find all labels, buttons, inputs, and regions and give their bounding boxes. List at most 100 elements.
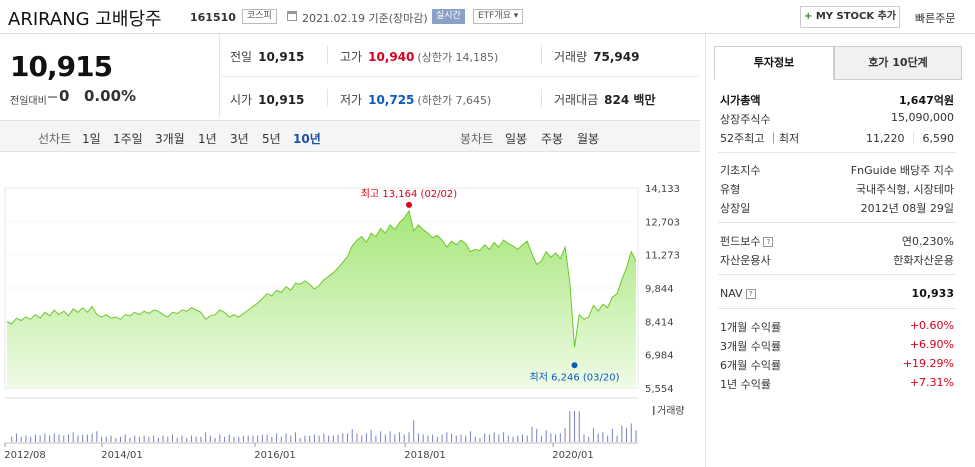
calendar-icon (287, 11, 297, 21)
volume-bar (380, 431, 382, 442)
volume-bar (105, 436, 107, 442)
tab-orderbook-10[interactable]: 호가 10단계 (834, 46, 962, 80)
volume-bar (285, 433, 287, 442)
return-3m-label: 3개월 수익률 (720, 340, 782, 353)
nav-value: 10,933 (911, 287, 954, 300)
volume-bar (361, 435, 363, 442)
price-line (6, 209, 637, 348)
y-tick-label: 6,984 (645, 351, 674, 362)
tab-period-1d[interactable]: 1일 (82, 132, 101, 146)
volume-bar (328, 435, 330, 442)
return-3m-row: 3개월 수익률 +6.90% (720, 338, 954, 354)
volume-bar (190, 435, 192, 442)
volume: 거래량 75,949 (554, 48, 639, 65)
current-price: 10,915 (10, 50, 113, 83)
change-percent: 0.00% (84, 87, 137, 105)
quick-order-button[interactable]: 빠른주문 (915, 12, 956, 25)
low-annotation: 최저 6,246 (03/20) (530, 371, 620, 383)
volume-bar (120, 436, 122, 442)
volume-bar (337, 434, 339, 442)
etf-overview-button[interactable]: ETF개요 ▾ (473, 9, 524, 24)
chart-tab-bar: 선차트 1일 1주일 3개월 1년 3년 5년 10년 봉차트 일봉 주봉 월봉 (0, 120, 700, 152)
volume-bar (313, 434, 315, 442)
volume-bar (101, 436, 103, 442)
y-tick-label: 12,703 (645, 217, 680, 228)
volume-bar (356, 433, 358, 442)
low-label: 저가 (340, 93, 363, 107)
y-tick-label: 5,554 (645, 384, 674, 395)
help-icon[interactable]: ? (763, 237, 774, 247)
volume-bar (607, 435, 609, 442)
volume-bar (266, 434, 268, 442)
volume-bar (257, 435, 259, 442)
tab-period-10y[interactable]: 10년 (293, 132, 321, 146)
add-my-stock-label: MY STOCK 추가 (815, 11, 897, 22)
tab-investment-info[interactable]: 투자정보 (714, 46, 834, 80)
open-value: 10,915 (258, 93, 305, 107)
w52-separator: ｜ (908, 132, 919, 145)
price-chart[interactable]: 14,133 12,703 11,273 9,844 8,414 6,984 5,554 최… (0, 152, 700, 467)
volume-bar (138, 436, 140, 442)
price-stats: 전일 10,915 고가 10,940 (상한가 14,185) 거래량 75,949 … (220, 34, 700, 118)
volume-bar (375, 435, 377, 442)
tab-candle-weekly[interactable]: 주봉 (541, 132, 564, 146)
manager-label: 자산운용사 (720, 254, 771, 267)
tab-period-3m[interactable]: 3개월 (155, 132, 185, 146)
lower-limit: (하한가 7,645) (417, 94, 492, 107)
tab-period-1y[interactable]: 1년 (198, 132, 217, 146)
volume-bar (219, 434, 221, 442)
volume-bar (399, 432, 401, 442)
volume-bar (417, 433, 419, 442)
volume-bar (498, 434, 500, 442)
tab-candle-daily[interactable]: 일봉 (505, 132, 528, 146)
volume-bar (294, 432, 296, 442)
w52-high: 11,220 (866, 132, 905, 145)
volume-bar (72, 432, 74, 442)
manager-row: 자산운용사 한화자산운용 (720, 252, 954, 268)
info-tabs: 투자정보 호가 10단계 (714, 46, 964, 80)
low-marker (571, 362, 578, 369)
tab-candle-monthly[interactable]: 월봉 (577, 132, 600, 146)
help-icon[interactable]: ? (745, 289, 756, 299)
volume-bar (531, 426, 533, 442)
volume-bar (602, 432, 604, 442)
high-marker (405, 201, 412, 208)
open-price: 시가 10,915 (230, 91, 304, 108)
nav-row: NAV? 10,933 (720, 287, 954, 300)
volume-bar (635, 430, 637, 442)
volume-bar (578, 411, 580, 442)
volume-bar (517, 435, 519, 442)
volume-bar (583, 434, 585, 442)
volume-bar (370, 430, 372, 442)
volume-bar (186, 437, 188, 442)
add-my-stock-button[interactable]: + MY STOCK 추가 (800, 6, 900, 28)
volume-bar (484, 433, 486, 442)
tab-period-1w[interactable]: 1주일 (113, 132, 143, 146)
volume-bar (323, 433, 325, 442)
volume-bar (574, 411, 576, 442)
fee-label: 펀드보수 (720, 235, 761, 248)
tab-period-3y[interactable]: 3년 (230, 132, 249, 146)
shares-label: 상장주식수 (720, 113, 771, 126)
change-value: 0 (48, 87, 69, 105)
volume-bar (474, 436, 476, 442)
prev-close: 전일 10,915 (230, 48, 304, 65)
stat-row-2: 시가 10,915 저가 10,725 (하한가 7,645) 거래대금 824 백만 (220, 76, 700, 118)
volume-bar (124, 434, 126, 442)
trade-value-label: 거래대금 (554, 93, 599, 107)
volume-bar (224, 436, 226, 442)
trade-value: 거래대금 824 백만 (554, 91, 655, 108)
volume-bar (403, 434, 405, 442)
high-label: 고가 (340, 50, 363, 64)
volume-bar (228, 434, 230, 442)
stock-header: ARIRANG 고배당주 161510 코스피 2021.02.19 기준(장마… (0, 0, 975, 34)
price-area (7, 210, 636, 388)
tab-period-5y[interactable]: 5년 (262, 132, 281, 146)
volume-bar (110, 435, 112, 442)
realtime-badge[interactable]: 실시간 (432, 9, 465, 24)
return-3m-value: +6.90% (909, 338, 954, 351)
price-block: 10,915 전일대비 0 0.00% (0, 34, 220, 118)
volume-bar (11, 436, 13, 442)
volume-bar (611, 429, 613, 442)
nav-label: NAV (720, 287, 743, 300)
